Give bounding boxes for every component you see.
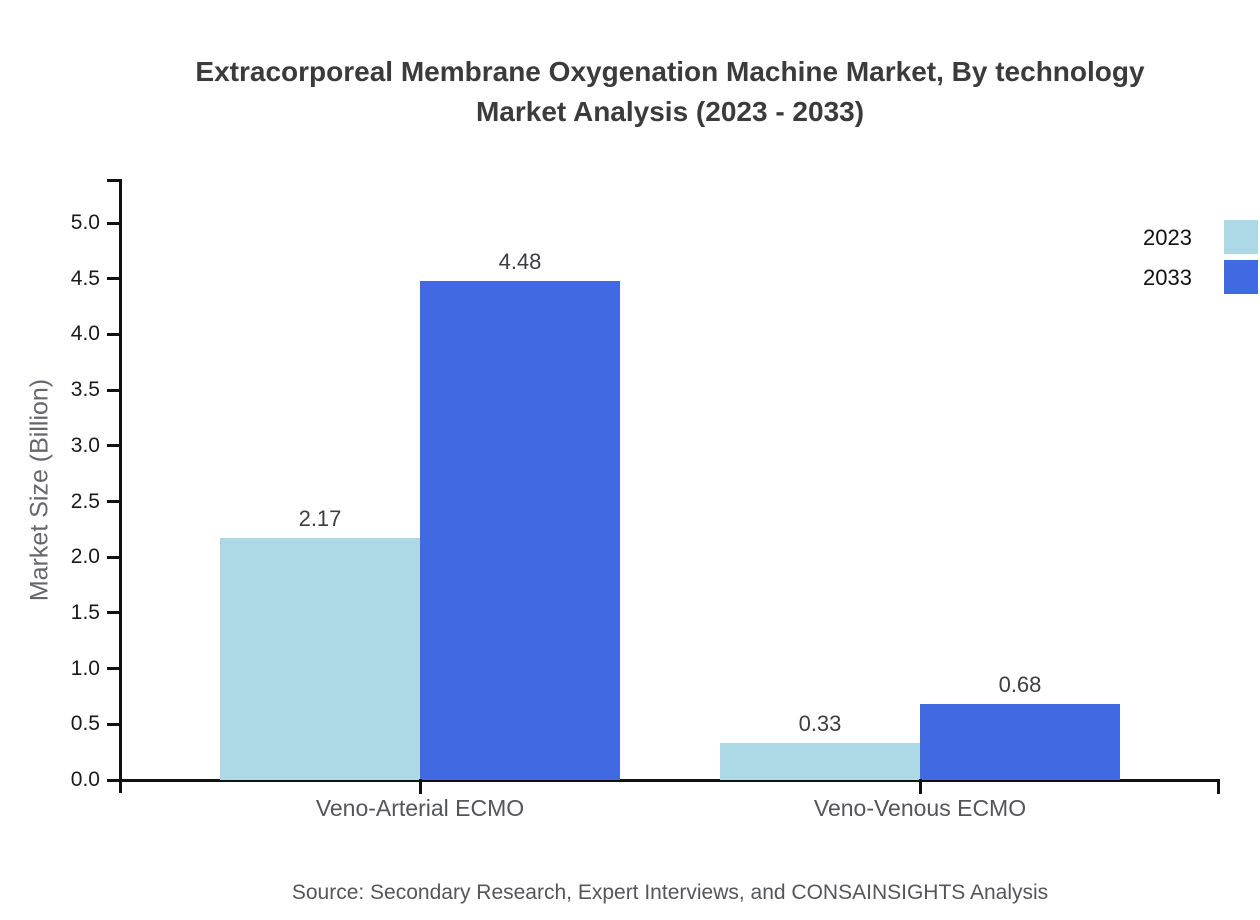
y-tick-label: 5.0 <box>70 211 100 234</box>
y-tick-label: 0.0 <box>70 768 100 791</box>
y-tick <box>107 333 120 336</box>
y-tick-label: 3.5 <box>70 378 100 401</box>
y-tick <box>107 500 120 503</box>
y-tick <box>107 277 120 280</box>
legend-label-2033: 2033 <box>1143 265 1192 290</box>
bar-value-label: 4.48 <box>498 249 542 274</box>
chart-title: Extracorporeal Membrane Oxygenation Mach… <box>80 52 1260 132</box>
x-category-tick <box>419 779 422 794</box>
bar-value-label: 2.17 <box>298 506 342 531</box>
chart-title-line2: Market Analysis (2023 - 2033) <box>475 96 865 127</box>
bar-2023-veno-arterial-ecmo <box>220 538 420 780</box>
y-tick-label: 1.5 <box>70 601 100 624</box>
legend-swatch-2023 <box>1224 220 1258 254</box>
legend-label-2023: 2023 <box>1143 225 1192 250</box>
y-tick-label: 4.5 <box>70 267 100 290</box>
bar-2023-veno-venous-ecmo <box>720 743 920 780</box>
chart-title-line1: Extracorporeal Membrane Oxygenation Mach… <box>195 56 1145 87</box>
y-tick <box>107 222 120 225</box>
x-category-tick <box>919 779 922 794</box>
y-tick <box>107 779 120 782</box>
y-tick <box>107 611 120 614</box>
x-axis-line <box>107 779 1220 782</box>
y-tick <box>107 556 120 559</box>
x-category-label: Veno-Venous ECMO <box>813 795 1027 821</box>
bar-value-label: 0.33 <box>798 711 842 736</box>
y-tick <box>107 667 120 670</box>
y-tick <box>107 723 120 726</box>
x-axis-end-tick <box>1217 779 1220 794</box>
y-tick-label: 2.5 <box>70 490 100 513</box>
source-note: Source: Secondary Research, Expert Inter… <box>291 881 1049 904</box>
legend-swatch-2033 <box>1224 260 1258 294</box>
y-tick <box>107 389 120 392</box>
bar-value-label: 0.68 <box>998 672 1042 697</box>
y-axis-spine <box>119 179 122 793</box>
y-tick-label: 4.0 <box>70 322 100 345</box>
y-tick-label: 3.0 <box>70 434 100 457</box>
bar-2033-veno-venous-ecmo <box>920 704 1120 780</box>
y-tick-label: 2.0 <box>70 545 100 568</box>
y-tick-label: 0.5 <box>70 712 100 735</box>
x-category-label: Veno-Arterial ECMO <box>315 795 525 821</box>
y-axis-top-cap <box>107 179 120 182</box>
bar-2033-veno-arterial-ecmo <box>420 281 620 780</box>
y-tick <box>107 444 120 447</box>
y-tick-label: 1.0 <box>70 657 100 680</box>
